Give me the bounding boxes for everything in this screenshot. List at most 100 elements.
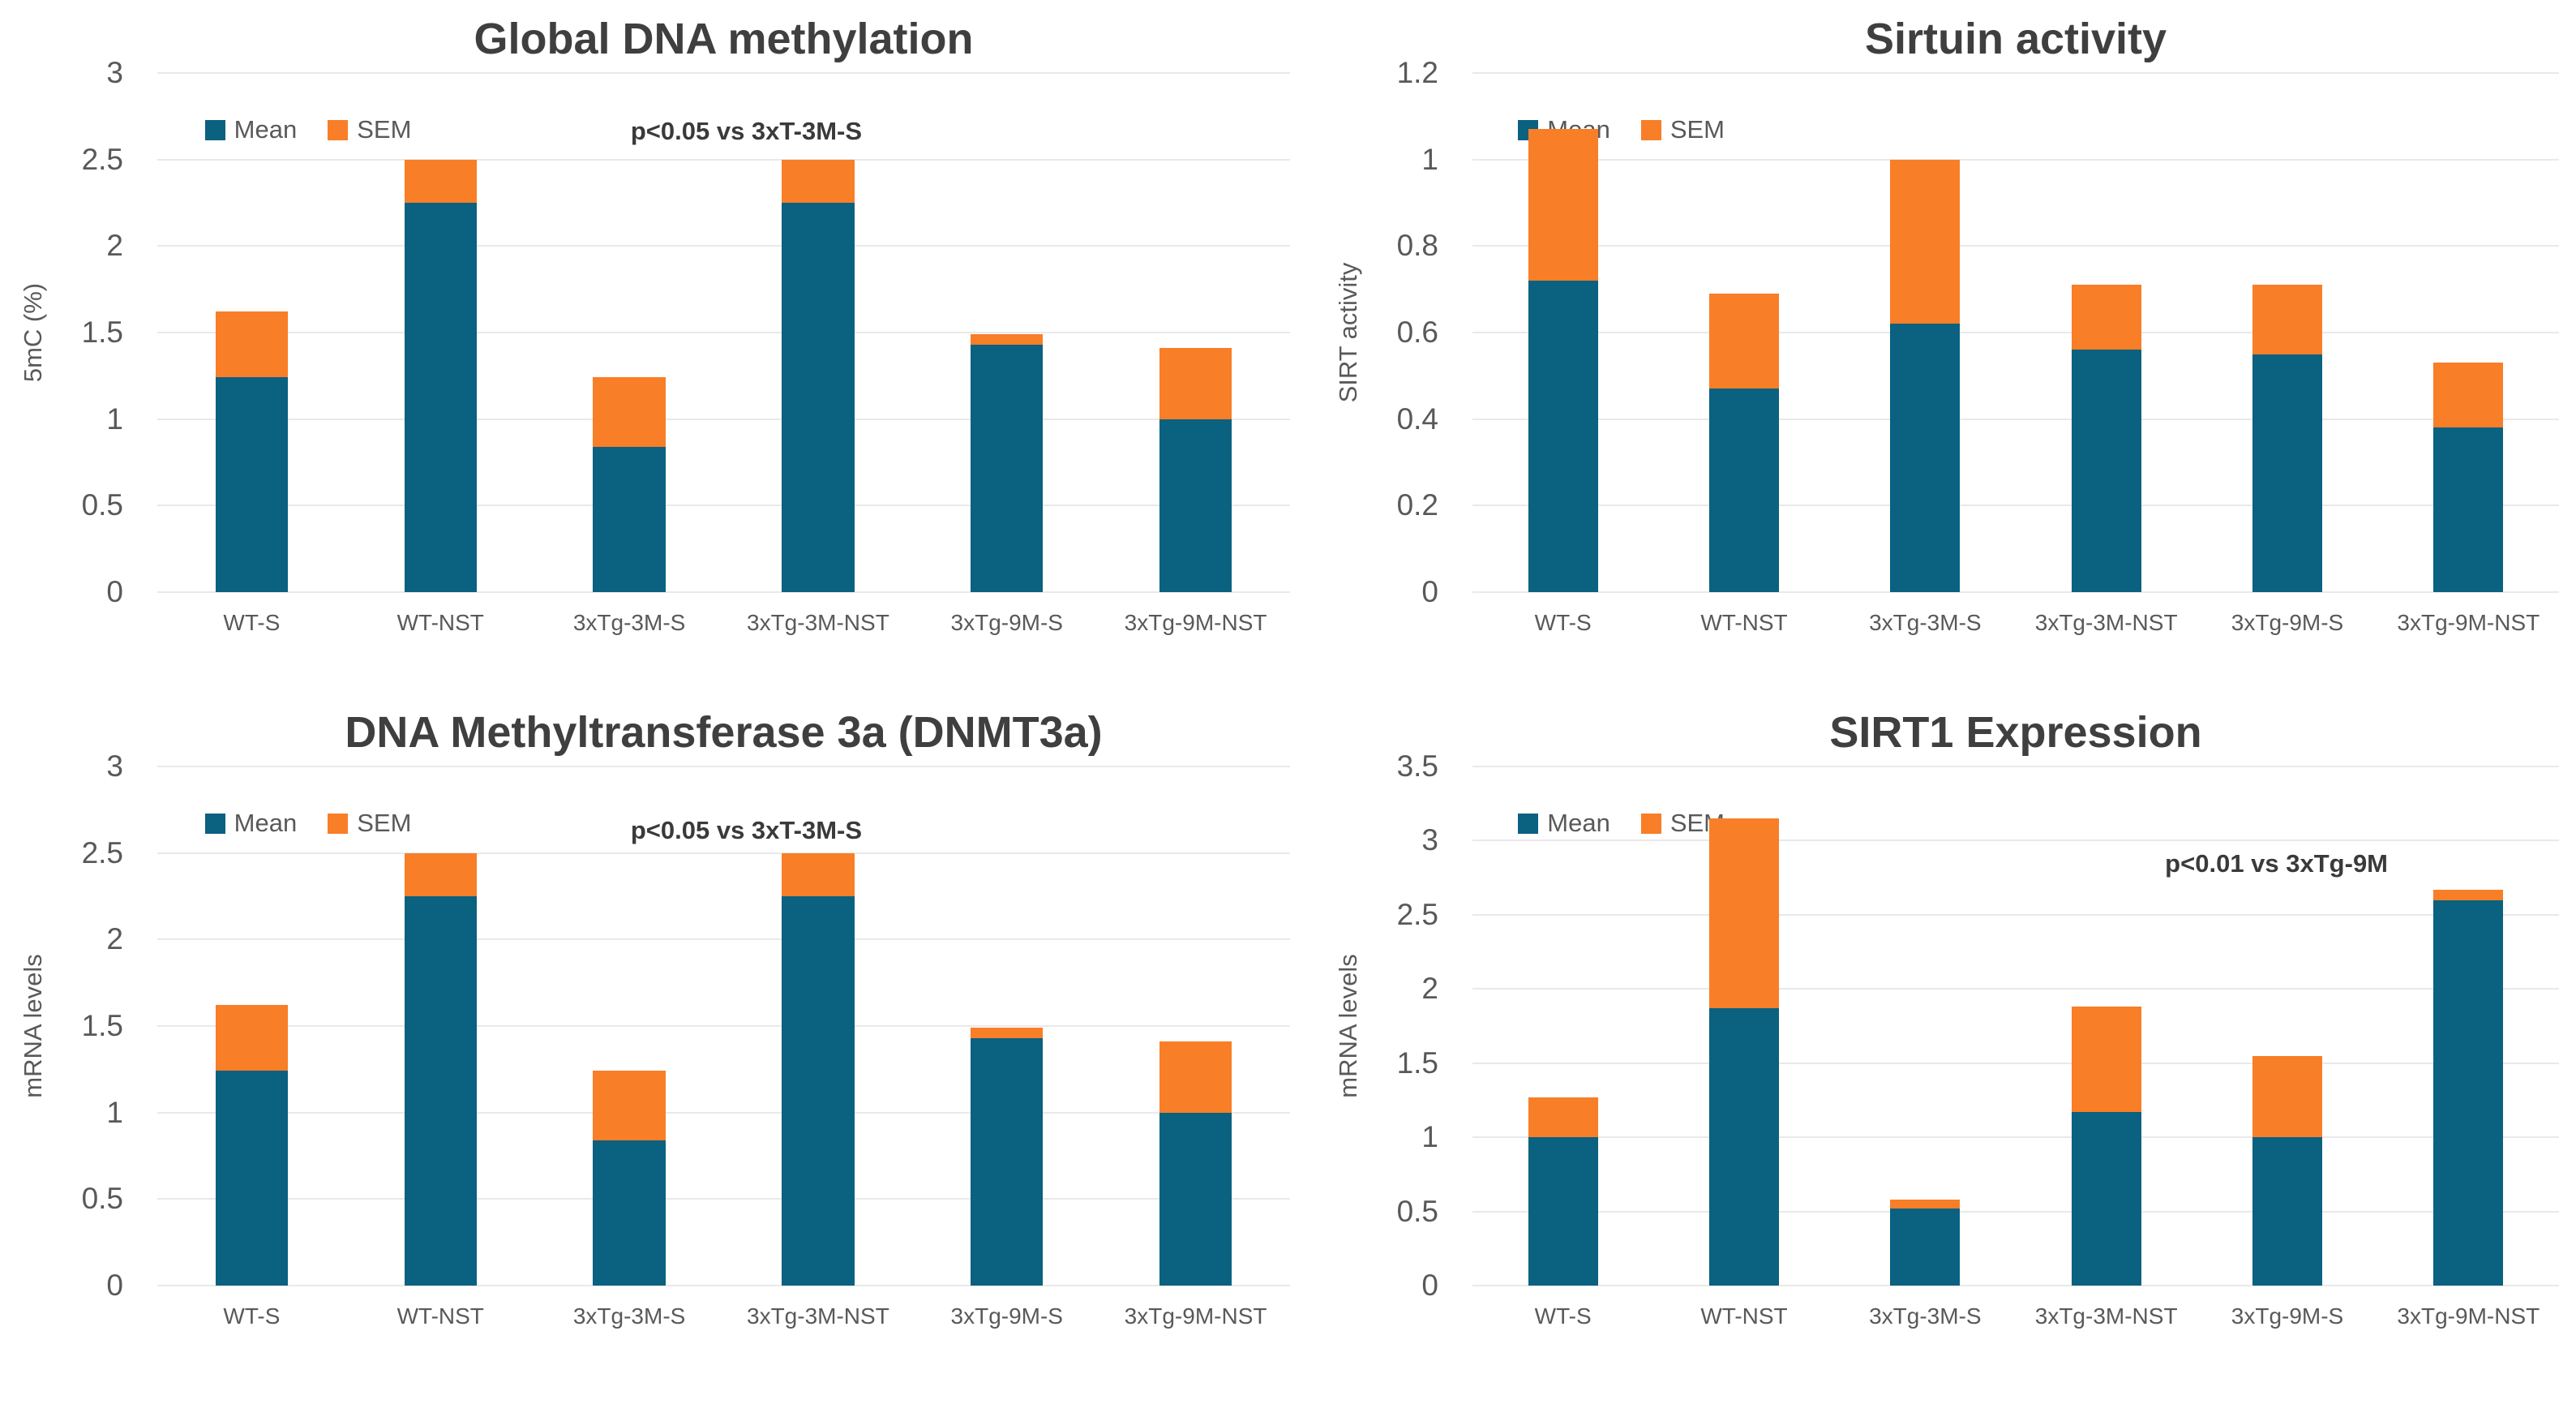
y-tick-label: 1.5 [81, 1009, 123, 1042]
bar-sem [1709, 818, 1779, 1009]
x-axis: WT-S WT-NST 3xTg-3M-S 3xTg-3M-NST 3xTg-9M-S 3… [1472, 592, 2559, 654]
chart-sirtuin-activity: Sirtuin activity SIRT activity 1.2 1 0.8 0.… [1322, 5, 2559, 654]
x-category-label: 3xTg-3M-S [1869, 610, 1982, 635]
x-category-label: 3xTg-9M-NST [2397, 1303, 2540, 1329]
legend-swatch [328, 119, 349, 140]
legend-swatch [204, 119, 225, 140]
bar-sem [1528, 129, 1598, 281]
gridline [157, 504, 1290, 507]
significance-annotation: p<0.01 vs 3xTg-9M [2165, 849, 2389, 878]
x-axis: WT-S WT-NST 3xTg-3M-S 3xTg-3M-NST 3xTg-9M-S 3… [157, 592, 1290, 654]
bar-sem [2071, 285, 2141, 350]
legend-label: Mean [1547, 809, 1610, 838]
gridline [1472, 839, 2559, 842]
gridline [1472, 1285, 2559, 1286]
y-tick-label: 1.5 [1396, 1045, 1438, 1080]
y-tick-label: 3 [106, 56, 123, 89]
bar-sem [404, 852, 477, 896]
gridline [157, 1025, 1290, 1027]
bar-sem [1159, 348, 1232, 419]
gridline [157, 1111, 1290, 1114]
y-tick-label: 2 [106, 922, 123, 956]
legend-swatch [328, 813, 349, 834]
gridline [157, 591, 1290, 593]
y-tick-label: 2 [106, 229, 123, 263]
x-category-label: WT-S [1534, 1303, 1592, 1329]
gridline [1472, 988, 2559, 990]
chart-sirt1-expression: SIRT1 Expression mRNA levels 3.5 3 2.5 2 1.5… [1322, 698, 2559, 1347]
bar-mean [1709, 389, 1779, 592]
y-axis-label: SIRT activity [1334, 262, 1362, 403]
y-tick-label: 0 [1421, 1269, 1438, 1302]
bar-mean [2252, 1137, 2322, 1286]
x-category-label: 3xTg-9M-S [950, 610, 1063, 635]
bar-mean [2252, 354, 2322, 592]
legend: Mean SEM [204, 115, 411, 144]
gridline [1472, 332, 2559, 333]
y-tick-label: 0.5 [81, 488, 123, 522]
bar-mean [404, 203, 477, 592]
bar-mean [1709, 1008, 1779, 1286]
gridline [157, 158, 1290, 161]
bar-sem [593, 1071, 666, 1140]
x-category-label: WT-S [223, 610, 281, 635]
gridline [1472, 591, 2559, 593]
x-category-label: 3xTg-3M-NST [747, 610, 889, 635]
bar-mean [2433, 900, 2504, 1286]
x-category-label: 3xTg-9M-S [2231, 1303, 2344, 1329]
bar-mean [782, 203, 855, 592]
bar-mean [593, 1140, 666, 1286]
bar-mean [971, 1037, 1044, 1286]
plot-area: Mean SEM p<0.01 vs 3xTg-9M [1472, 766, 2559, 1286]
legend-item-mean: Mean [1518, 809, 1610, 838]
y-tick-label: 1.2 [1396, 56, 1438, 89]
chart-title: Global DNA methylation [474, 15, 974, 63]
x-category-label: 3xTg-9M-NST [2397, 610, 2540, 635]
y-axis-label: mRNA levels [1334, 954, 1362, 1098]
y-tick-label: 0.2 [1396, 488, 1438, 522]
gridline [1472, 245, 2559, 247]
y-axis-label: mRNA levels [19, 954, 47, 1098]
y-tick-label: 2 [1421, 972, 1438, 1006]
bar-mean [1159, 419, 1232, 592]
x-category-label: WT-NST [396, 610, 484, 635]
x-category-label: 3xTg-3M-NST [2034, 610, 2178, 635]
x-axis: WT-S WT-NST 3xTg-3M-S 3xTg-3M-NST 3xTg-9M-S 3… [1472, 1286, 2559, 1347]
legend-label: SEM [1669, 115, 1725, 144]
chart-title: SIRT1 Expression [1829, 708, 2202, 757]
chart-body: mRNA levels 3 2.5 2 1.5 1 0.5 0 Mean SEM p<0.05… [7, 749, 1290, 1302]
gridline [1472, 158, 2559, 161]
y-tick-label: 0 [106, 575, 123, 608]
y-tick-label: 2.5 [81, 142, 123, 176]
y-tick-label: 0.5 [1396, 1194, 1438, 1228]
y-tick-label: 1 [1421, 142, 1438, 176]
significance-annotation: p<0.05 vs 3xT-3M-S [630, 815, 863, 844]
x-category-label: WT-NST [1700, 1303, 1788, 1329]
legend-swatch [1640, 813, 1661, 834]
legend-item-mean: Mean [204, 115, 297, 144]
legend-item-sem: SEM [328, 115, 411, 144]
gridline [157, 418, 1290, 420]
bar-sem [782, 159, 855, 203]
x-axis: WT-S WT-NST 3xTg-3M-S 3xTg-3M-NST 3xTg-9M-S 3… [157, 1286, 1290, 1347]
gridline [1472, 913, 2559, 916]
bar-sem [2433, 889, 2504, 900]
x-category-label: 3xTg-3M-S [572, 1303, 686, 1329]
bar-sem [593, 377, 666, 447]
x-category-label: 3xTg-3M-S [572, 610, 686, 635]
bar-mean [2433, 427, 2504, 592]
y-tick-label: 0.6 [1396, 316, 1438, 349]
bar-sem [971, 334, 1044, 345]
bar-mean [404, 896, 477, 1286]
bar-sem [1890, 1199, 1961, 1209]
x-category-label: 3xTg-3M-NST [2034, 1303, 2178, 1329]
gridline [157, 766, 1290, 767]
y-tick-label: 0.8 [1396, 229, 1438, 263]
x-category-label: WT-NST [1700, 610, 1788, 635]
gridline [157, 245, 1290, 247]
bar-mean [2071, 1112, 2141, 1286]
